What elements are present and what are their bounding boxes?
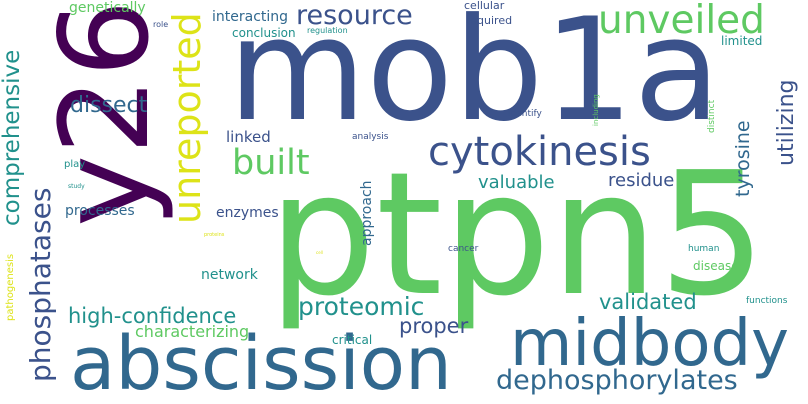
word-ptpn5: ptpn5 — [268, 136, 767, 334]
word-critical: critical — [332, 333, 373, 347]
word-limited: limited — [721, 34, 763, 48]
word-required: required — [466, 14, 513, 27]
word-diseases: diseases — [693, 259, 745, 273]
word-mob1a: mob1a — [228, 0, 721, 153]
word-conclusion: conclusion — [232, 26, 296, 40]
word-cell: cell — [316, 250, 323, 255]
word-proteomic: proteomic — [298, 292, 425, 321]
word-identify: identify — [508, 109, 542, 119]
word-study: study — [68, 183, 85, 190]
word-cancer: cancer — [448, 244, 479, 254]
word-unreported: unreported — [165, 12, 209, 224]
word-midbody: midbody — [510, 307, 790, 381]
word-play: play — [64, 159, 86, 170]
word-enzymes: enzymes — [216, 205, 279, 221]
word-validated: validated — [599, 290, 697, 314]
word-unveiled: unveiled — [598, 0, 765, 43]
word-proteins: proteins — [204, 232, 225, 238]
word-abscission: abscission — [70, 321, 452, 404]
word-cytokinesis: cytokinesis — [428, 129, 651, 175]
word-distinct: distinct — [707, 99, 717, 133]
word-pathogenesis: pathogenesis — [5, 253, 16, 321]
word-residue: residue — [608, 170, 675, 191]
word-human: human — [688, 244, 720, 254]
word-valuable: valuable — [478, 172, 555, 193]
word-proper: proper — [399, 314, 469, 338]
word-including: including — [592, 94, 600, 126]
word-processes: processes — [65, 203, 135, 219]
word-tyrosine: tyrosine — [732, 120, 754, 197]
word-role: role — [153, 20, 169, 29]
word-resource: resource — [296, 0, 413, 31]
word-regulation: regulation — [307, 26, 348, 35]
word-high-confidence: high-confidence — [68, 304, 237, 328]
word-genetically: genetically — [69, 0, 146, 16]
word-linked: linked — [226, 128, 271, 146]
word-analysis: analysis — [352, 132, 389, 142]
word-dephosphorylates: dephosphorylates — [496, 365, 738, 396]
word-functions: functions — [746, 296, 788, 306]
word-utilizing: utilizing — [774, 79, 799, 166]
word-interacting: interacting — [212, 9, 289, 25]
word-dissect: dissect — [70, 93, 148, 118]
word-network: network — [201, 267, 258, 283]
word-cellular: cellular — [464, 0, 505, 12]
word-approach: approach — [359, 180, 375, 246]
word-characterizing: characterizing — [135, 322, 250, 341]
word-phosphatases: phosphatases — [24, 187, 57, 382]
word-built: built — [232, 143, 310, 183]
word-comprehensive: comprehensive — [0, 49, 25, 226]
